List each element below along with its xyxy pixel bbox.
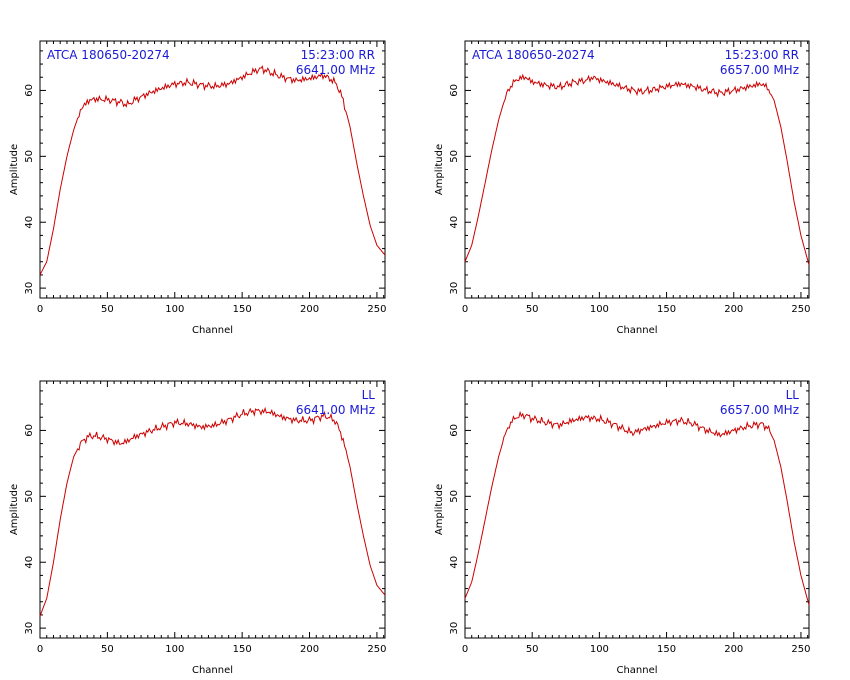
x-tick-label: 200: [300, 304, 319, 315]
time-pol-label: 15:23:00 RR: [725, 48, 799, 62]
chart-panel-3: 0 50 100 150 200 250 30 40 50 60 Channel Amplitude L…: [9, 380, 386, 676]
y-axis-title: Amplitude: [9, 484, 20, 535]
pol-label: LL: [362, 388, 376, 402]
frequency-label: 6641.00 MHz: [296, 63, 375, 77]
y-tick-label: 30: [449, 282, 460, 295]
y-tick-label: 40: [24, 556, 35, 569]
y-axis-title: Amplitude: [434, 144, 445, 195]
x-tick-label: 250: [367, 644, 386, 655]
y-tick-label: 40: [449, 216, 460, 229]
spectrum-line: [464, 73, 810, 266]
y-tick-label: 30: [24, 282, 35, 295]
frequency-label: 6641.00 MHz: [296, 403, 375, 417]
spectrum-line: [39, 406, 386, 617]
x-tick-label: 200: [724, 644, 743, 655]
x-tick-label: 0: [462, 644, 468, 655]
plot-frame: [464, 380, 810, 639]
source-label: ATCA 180650-20274: [47, 48, 170, 62]
x-tick-label: 150: [657, 644, 676, 655]
y-axis-title: Amplitude: [9, 144, 20, 195]
y-tick-label: 50: [449, 150, 460, 163]
y-tick-label: 40: [449, 556, 460, 569]
chart-panel-1: 0 50 100 150 200 250 30 40 50 60 Channel Amplitude A…: [9, 40, 386, 336]
frequency-label: 6657.00 MHz: [720, 63, 799, 77]
x-tick-label: 100: [165, 644, 184, 655]
time-pol-label: 15:23:00 RR: [301, 48, 375, 62]
x-tick-label: 50: [101, 304, 114, 315]
y-tick-label: 50: [24, 150, 35, 163]
x-tick-label: 0: [37, 304, 43, 315]
x-tick-label: 200: [300, 644, 319, 655]
y-tick-label: 60: [449, 84, 460, 97]
y-tick-label: 40: [24, 216, 35, 229]
y-tick-label: 60: [24, 84, 35, 97]
plot-frame: [39, 380, 386, 639]
x-axis-title: Channel: [192, 665, 233, 676]
spectrum-line: [464, 410, 810, 606]
source-label: ATCA 180650-20274: [472, 48, 595, 62]
x-axis-title: Channel: [616, 325, 657, 336]
x-tick-label: 50: [526, 304, 539, 315]
pol-label: LL: [786, 388, 800, 402]
frequency-label: 6657.00 MHz: [720, 403, 799, 417]
x-tick-label: 150: [657, 304, 676, 315]
x-tick-label: 0: [37, 644, 43, 655]
y-tick-label: 60: [449, 424, 460, 437]
x-tick-label: 0: [462, 304, 468, 315]
x-axis-title: Channel: [616, 665, 657, 676]
y-tick-label: 50: [449, 490, 460, 503]
x-tick-label: 150: [233, 644, 252, 655]
x-tick-label: 50: [101, 644, 114, 655]
x-tick-label: 100: [590, 644, 609, 655]
x-tick-label: 250: [367, 304, 386, 315]
y-tick-label: 50: [24, 490, 35, 503]
x-tick-label: 200: [724, 304, 743, 315]
x-axis-title: Channel: [192, 325, 233, 336]
spectrum-line: [39, 65, 386, 276]
x-tick-label: 100: [165, 304, 184, 315]
chart-panel-4: 0 50 100 150 200 250 30 40 50 60 Channel Amplitude L…: [434, 380, 810, 676]
x-tick-label: 250: [791, 644, 810, 655]
x-tick-label: 250: [791, 304, 810, 315]
y-tick-label: 30: [24, 622, 35, 635]
chart-panel-2: 0 50 100 150 200 250 30 40 50 60 Channel Amplitude A…: [434, 40, 810, 336]
x-tick-label: 150: [233, 304, 252, 315]
y-tick-label: 30: [449, 622, 460, 635]
y-axis-title: Amplitude: [434, 484, 445, 535]
x-tick-label: 100: [590, 304, 609, 315]
y-tick-label: 60: [24, 424, 35, 437]
x-tick-label: 50: [526, 644, 539, 655]
